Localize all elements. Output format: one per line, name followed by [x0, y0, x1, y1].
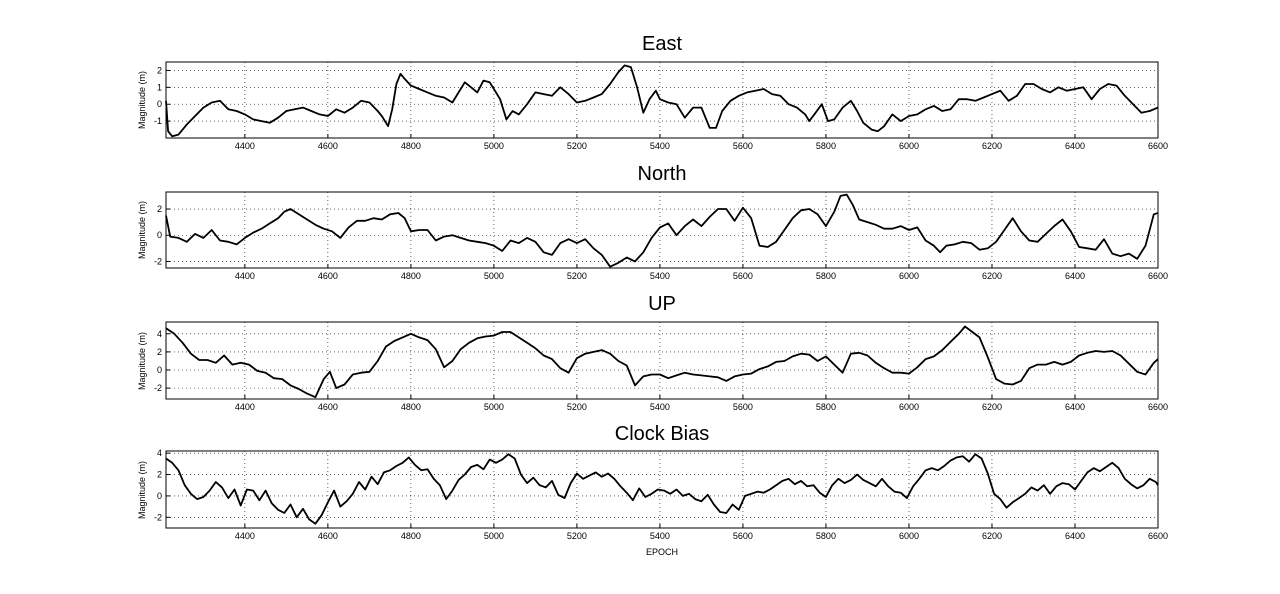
y-tick-label: 0 — [157, 365, 162, 375]
x-tick-label: 5000 — [484, 271, 504, 281]
y-tick-label: 2 — [157, 204, 162, 214]
ticks-up: 4400 4600 4800 5000 5200 5400 5600 5800 6000 6200… — [154, 329, 1168, 412]
x-tick-label: 6000 — [899, 271, 919, 281]
x-tick-label: 6200 — [982, 141, 1002, 151]
ticks-clock-bias: 4400 4600 4800 5000 5200 5400 5600 5800 6000 6200… — [154, 448, 1168, 541]
y-tick-label: 4 — [157, 329, 162, 339]
y-tick-label: -2 — [154, 512, 162, 522]
x-tick-label: 4400 — [235, 531, 255, 541]
x-tick-label: 5600 — [733, 402, 753, 412]
ticks-north: 4400 4600 4800 5000 5200 5400 5600 5800 6000 6200… — [154, 204, 1168, 281]
y-tick-label: 1 — [157, 82, 162, 92]
x-tick-label: 5200 — [567, 531, 587, 541]
series-line-east — [165, 64, 1159, 138]
panel-clock-bias: Clock Bias 4400 4600 4800 5000 5200 5400 5600 5… — [137, 423, 1168, 541]
grid-clock-bias — [166, 451, 1159, 528]
x-tick-label: 6400 — [1065, 271, 1085, 281]
x-tick-label: 5800 — [816, 271, 836, 281]
grid-east — [166, 62, 1159, 138]
y-tick-label: 0 — [157, 491, 162, 501]
x-tick-label: 4800 — [401, 402, 421, 412]
x-tick-label: 4800 — [401, 141, 421, 151]
y-axis-label-clock-bias: Magnitude (m) — [137, 461, 147, 519]
x-tick-label: 4600 — [318, 402, 338, 412]
y-tick-label: 4 — [157, 448, 162, 458]
x-axis-label: EPOCH — [646, 547, 678, 557]
x-tick-label: 5000 — [484, 402, 504, 412]
x-tick-label: 6200 — [982, 531, 1002, 541]
x-tick-label: 5600 — [733, 141, 753, 151]
x-tick-label: 5400 — [650, 402, 670, 412]
x-tick-label: 6000 — [899, 141, 919, 151]
x-tick-label: 5800 — [816, 531, 836, 541]
x-tick-label: 6000 — [899, 402, 919, 412]
series-line-north — [165, 193, 1159, 268]
y-tick-label: 2 — [157, 470, 162, 480]
chart-title-east: East — [642, 33, 682, 55]
y-tick-label: 2 — [157, 347, 162, 357]
x-tick-label: 6400 — [1065, 531, 1085, 541]
chart-title-north: North — [638, 163, 687, 185]
y-axis-label-north: Magnitude (m) — [137, 201, 147, 259]
x-tick-label: 4400 — [235, 402, 255, 412]
x-tick-label: 5800 — [816, 141, 836, 151]
x-tick-label: 5000 — [484, 531, 504, 541]
x-tick-label: 6200 — [982, 271, 1002, 281]
panel-east: East 4400 4600 4800 5000 5200 5400 5600 5800 600… — [137, 33, 1168, 151]
x-tick-label: 4400 — [235, 141, 255, 151]
ticks-east: 4400 4600 4800 5000 5200 5400 5600 5800 6000 6200… — [154, 65, 1168, 151]
plot-area-north — [165, 191, 1159, 269]
y-axis-label-east: Magnitude (m) — [137, 71, 147, 129]
x-tick-label: 5600 — [733, 531, 753, 541]
x-tick-label: 5200 — [567, 271, 587, 281]
x-tick-label: 6600 — [1148, 141, 1168, 151]
x-tick-label: 6200 — [982, 402, 1002, 412]
x-tick-label: 4800 — [401, 531, 421, 541]
x-tick-label: 6600 — [1148, 531, 1168, 541]
series-line-clock-bias — [165, 453, 1159, 525]
x-tick-label: 4800 — [401, 271, 421, 281]
panel-up: UP 4400 4600 4800 5000 5200 5400 5600 5800 6000 6… — [137, 293, 1168, 412]
grid-up — [166, 322, 1159, 399]
x-tick-label: 6400 — [1065, 402, 1085, 412]
series-line-up — [165, 325, 1159, 399]
panel-north: North 4400 4600 4800 5000 5200 5400 5600 5800 60… — [137, 163, 1168, 281]
chart-title-up: UP — [648, 293, 676, 315]
x-tick-label: 5200 — [567, 141, 587, 151]
y-tick-label: 0 — [157, 99, 162, 109]
x-tick-label: 5400 — [650, 531, 670, 541]
y-tick-label: -1 — [154, 116, 162, 126]
x-tick-label: 5200 — [567, 402, 587, 412]
x-tick-label: 6000 — [899, 531, 919, 541]
y-tick-label: 2 — [157, 65, 162, 75]
x-tick-label: 4600 — [318, 141, 338, 151]
x-tick-label: 6600 — [1148, 271, 1168, 281]
x-tick-label: 6600 — [1148, 402, 1168, 412]
y-tick-label: -2 — [154, 256, 162, 266]
x-tick-label: 5600 — [733, 271, 753, 281]
x-tick-label: 5400 — [650, 141, 670, 151]
y-axis-label-up: Magnitude (m) — [137, 332, 147, 390]
x-tick-label: 4600 — [318, 531, 338, 541]
grid-north — [166, 192, 1159, 268]
x-tick-label: 6400 — [1065, 141, 1085, 151]
x-tick-label: 4600 — [318, 271, 338, 281]
chart-title-clock-bias: Clock Bias — [615, 423, 709, 445]
x-tick-label: 4400 — [235, 271, 255, 281]
y-tick-label: 0 — [157, 230, 162, 240]
x-tick-label: 5800 — [816, 402, 836, 412]
x-tick-label: 5400 — [650, 271, 670, 281]
x-tick-label: 5000 — [484, 141, 504, 151]
plot-area-up — [165, 321, 1159, 400]
y-tick-label: -2 — [154, 383, 162, 393]
